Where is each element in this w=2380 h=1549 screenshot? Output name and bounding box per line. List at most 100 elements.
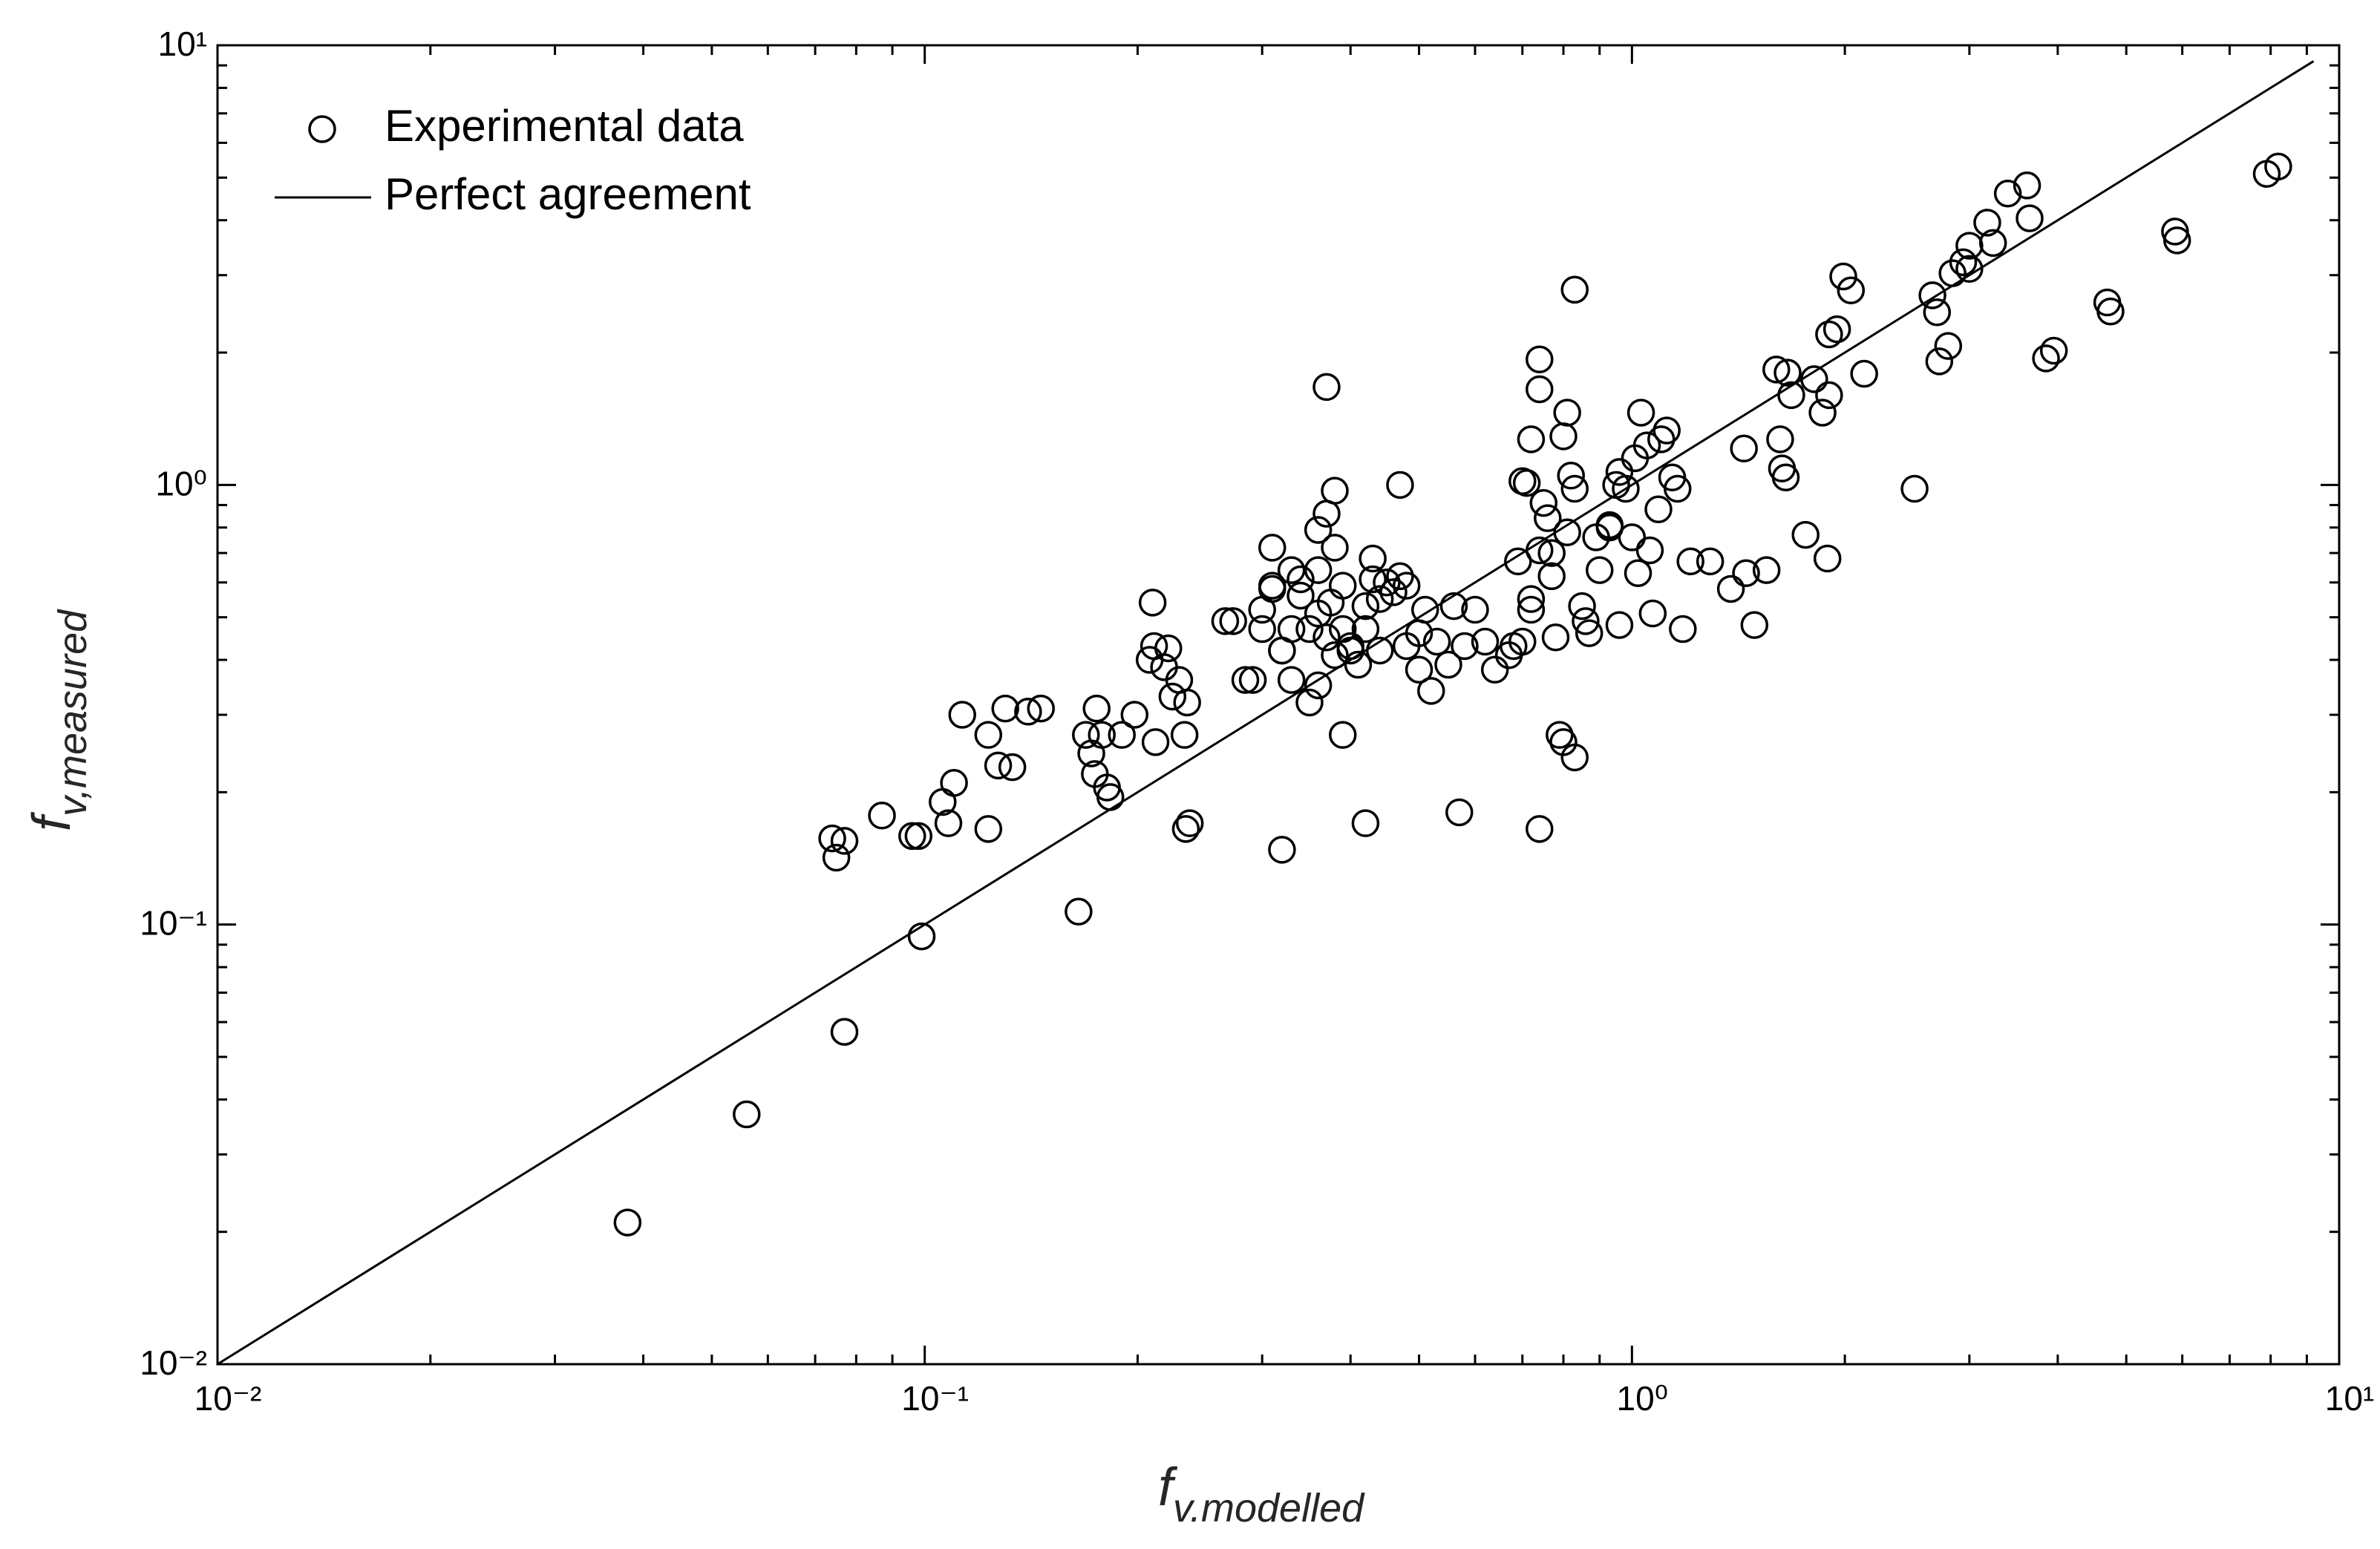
data-point <box>1517 595 1546 624</box>
y-axis-label-subscript: v,measured <box>50 609 95 816</box>
data-point <box>1612 474 1640 503</box>
data-point <box>940 769 968 797</box>
data-point <box>1808 399 1837 427</box>
data-point <box>1526 345 1554 373</box>
data-point <box>2032 344 2060 373</box>
data-point <box>1541 623 1570 652</box>
data-point <box>1386 562 1414 591</box>
data-point <box>1312 373 1341 402</box>
data-point <box>1676 547 1704 576</box>
data-point <box>1158 682 1187 711</box>
y-tick-label: 10⁰ <box>155 464 207 502</box>
data-point <box>1508 627 1537 656</box>
x-tick-label: 10⁻² <box>194 1379 262 1418</box>
data-point <box>1171 815 1200 843</box>
data-point <box>898 822 926 851</box>
data-point <box>1557 462 1585 490</box>
data-point <box>1730 434 1758 463</box>
data-point <box>1082 694 1111 723</box>
data-point <box>733 1100 761 1129</box>
data-point <box>991 694 1019 723</box>
data-point <box>1575 619 1603 647</box>
data-point <box>1934 332 1963 360</box>
data-point <box>1268 836 1296 864</box>
x-axis-label-subscript: v.modelled <box>1173 1486 1365 1530</box>
data-point <box>1336 636 1364 665</box>
data-point <box>1392 572 1421 600</box>
data-point <box>1638 599 1667 628</box>
y-tick-label: 10¹ <box>158 24 207 63</box>
data-point <box>1434 650 1462 679</box>
data-point <box>1277 556 1306 584</box>
data-point <box>2013 171 2041 200</box>
data-point <box>1344 650 1373 679</box>
data-point <box>1219 607 1247 635</box>
data-point <box>822 843 851 872</box>
data-point <box>1379 578 1408 606</box>
data-point <box>1304 556 1333 584</box>
data-point <box>974 815 1003 843</box>
data-point <box>1238 666 1267 694</box>
data-point <box>1108 721 1136 749</box>
data-point <box>1644 495 1673 523</box>
data-point <box>1329 721 1357 749</box>
data-point <box>1248 615 1276 643</box>
data-point <box>1154 634 1183 663</box>
data-point <box>904 822 933 851</box>
data-point <box>830 827 859 855</box>
data-point <box>1993 180 2022 208</box>
data-point <box>1647 425 1676 453</box>
data-point <box>1173 688 1201 717</box>
data-point <box>1277 666 1306 694</box>
data-point <box>1170 721 1199 749</box>
data-point <box>1568 592 1596 620</box>
data-point <box>1791 520 1820 549</box>
data-point <box>1732 559 1760 587</box>
data-point <box>1422 627 1451 656</box>
data-point <box>1624 559 1652 587</box>
data-point <box>1287 565 1315 594</box>
data-point <box>1365 585 1394 613</box>
data-point <box>1560 474 1589 503</box>
data-point <box>1553 399 1581 427</box>
x-tick-label: 10⁻¹ <box>901 1379 969 1418</box>
data-point <box>1766 425 1794 453</box>
data-point <box>1287 581 1315 610</box>
data-point <box>1618 523 1647 551</box>
data-point <box>1359 544 1387 573</box>
data-point <box>2039 336 2068 365</box>
data-point <box>1537 562 1566 591</box>
reference-line <box>217 60 2315 1366</box>
x-tick-label: 10¹ <box>2325 1379 2374 1418</box>
data-point <box>1918 281 1946 310</box>
data-point <box>1014 698 1042 726</box>
data-point <box>1072 721 1100 749</box>
data-point <box>1211 607 1240 635</box>
data-point <box>1461 595 1489 624</box>
data-point <box>1949 248 1978 277</box>
data-point <box>1822 315 1851 344</box>
data-point <box>1517 425 1546 453</box>
data-point <box>1850 359 1878 388</box>
data-point <box>1813 544 1842 573</box>
data-point <box>1329 572 1357 600</box>
data-point <box>1480 655 1509 684</box>
data-point <box>948 701 976 729</box>
y-axis-label: fv,measured <box>22 609 95 831</box>
data-point <box>1258 534 1287 562</box>
data-point <box>1635 536 1664 565</box>
data-point <box>1605 611 1634 639</box>
data-point <box>1321 534 1349 562</box>
data-point <box>1696 547 1724 576</box>
data-point <box>1175 809 1204 837</box>
data-point <box>1815 381 1843 410</box>
data-point <box>1537 539 1566 567</box>
data-point <box>1973 209 2001 237</box>
legend-marker <box>308 115 336 143</box>
data-point <box>1923 298 1952 327</box>
data-point <box>2096 297 2125 326</box>
y-tick-label: 10⁻¹ <box>140 904 207 943</box>
legend-label: Perfect agreement <box>385 169 751 219</box>
data-point <box>1351 615 1380 643</box>
